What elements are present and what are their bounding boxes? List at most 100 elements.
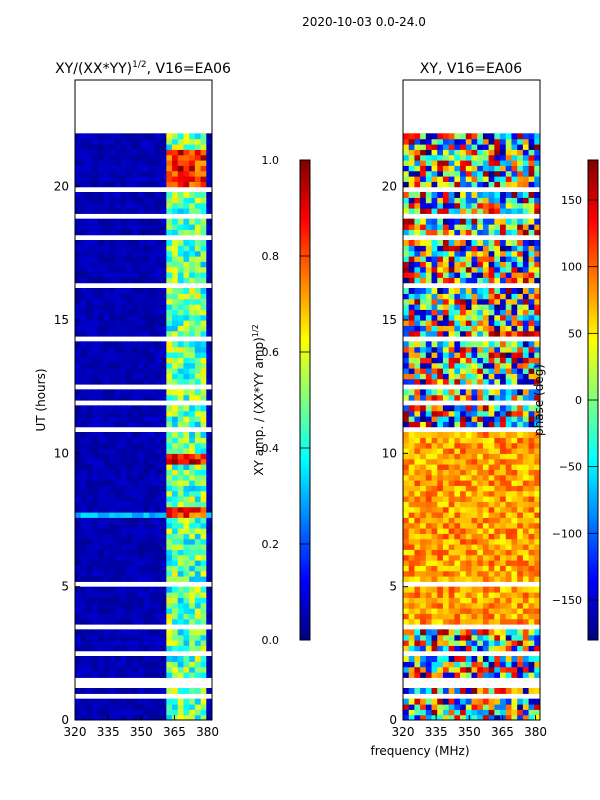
phase-cell: [488, 149, 495, 156]
phase-cell: [522, 592, 530, 598]
amplitude-cell: [80, 629, 88, 636]
amplitude-cell: [114, 464, 122, 470]
phase-cell: [494, 293, 501, 300]
amplitude-cell: [109, 458, 116, 465]
amplitude-cell: [120, 224, 127, 230]
phase-cell: [448, 389, 455, 396]
amplitude-cell: [103, 602, 110, 609]
amplitude-cell: [75, 341, 82, 348]
amplitude-cell: [137, 592, 145, 598]
amplitude-colorbar-tick-label: 0.6: [262, 346, 280, 359]
phase-ytick-label: 5: [389, 580, 397, 594]
amplitude-cell: [172, 698, 179, 705]
amplitude-cell: [103, 656, 110, 662]
phase-cell: [431, 304, 438, 310]
phase-colorbar-tick-label: −100: [552, 527, 582, 540]
amplitude-cell: [75, 512, 82, 518]
phase-cell: [448, 661, 455, 668]
amplitude-cell: [206, 576, 212, 582]
phase-cell: [528, 410, 535, 417]
phase-cell: [500, 576, 507, 582]
phase-cell: [425, 448, 433, 454]
amplitude-cell: [206, 181, 212, 188]
amplitude-cell: [97, 245, 105, 252]
amplitude-cell: [92, 357, 99, 364]
phase-cell: [522, 416, 530, 422]
phase-xtick-label: 335: [425, 725, 448, 739]
amplitude-cell: [166, 176, 173, 182]
amplitude-cell: [80, 149, 88, 156]
phase-cell: [477, 245, 484, 252]
amplitude-cell: [149, 357, 156, 364]
amplitude-cell: [120, 378, 127, 385]
phase-cell: [511, 277, 518, 284]
amplitude-cell: [109, 394, 116, 401]
phase-cell: [437, 330, 444, 337]
phase-cell: [408, 208, 416, 214]
phase-cell: [431, 192, 438, 198]
amplitude-cell: [183, 496, 190, 502]
phase-cell: [420, 565, 427, 572]
phase-cell: [528, 597, 535, 604]
amplitude-cell: [103, 266, 110, 273]
amplitude-cell: [154, 458, 162, 465]
amplitude-cell: [114, 549, 122, 556]
amplitude-cell: [206, 629, 212, 636]
amplitude-cell: [92, 160, 99, 166]
amplitude-cell: [86, 410, 93, 417]
amplitude-cell: [200, 442, 207, 449]
amplitude-cell: [183, 202, 190, 209]
phase-cell: [517, 613, 524, 620]
amplitude-cell: [172, 314, 179, 321]
amplitude-cell: [75, 192, 82, 198]
amplitude-cell: [114, 138, 122, 145]
phase-cell: [414, 576, 421, 582]
phase-cell: [442, 240, 450, 246]
amplitude-cell: [149, 517, 156, 524]
amplitude-cell: [103, 218, 110, 225]
amplitude-cell: [160, 448, 167, 454]
amplitude-cell: [143, 272, 150, 278]
amplitude-cell: [189, 170, 196, 177]
phase-cell: [408, 698, 416, 705]
phase-cell: [437, 496, 444, 502]
amplitude-cell: [166, 458, 173, 465]
amplitude-cell: [189, 565, 196, 572]
amplitude-cell: [137, 586, 145, 593]
phase-cell: [494, 517, 501, 524]
amplitude-cell: [132, 181, 139, 188]
phase-cell: [511, 474, 518, 481]
phase-cell: [488, 346, 495, 353]
amplitude-cell: [160, 138, 167, 145]
amplitude-cell: [194, 202, 202, 209]
phase-cell: [517, 666, 524, 673]
phase-cell: [517, 362, 524, 369]
phase-cell: [477, 314, 484, 321]
phase-cell: [465, 602, 473, 609]
amplitude-cell: [103, 138, 110, 145]
amplitude-cell: [92, 634, 99, 641]
phase-cell: [488, 144, 495, 150]
phase-cell: [442, 304, 450, 310]
amplitude-cell: [75, 549, 82, 556]
phase-cell: [431, 410, 438, 417]
phase-cell: [522, 453, 530, 460]
phase-cell: [482, 517, 490, 524]
phase-cell: [442, 170, 450, 177]
phase-cell: [414, 714, 421, 720]
amplitude-cell: [92, 144, 99, 150]
phase-cell: [448, 437, 455, 444]
amplitude-cell: [92, 245, 99, 252]
amplitude-cell: [109, 389, 116, 396]
phase-xtick-label: 380: [524, 725, 547, 739]
amplitude-cell: [114, 133, 122, 140]
amplitude-cell: [80, 325, 88, 332]
amplitude-cell: [75, 293, 82, 300]
phase-cell: [488, 165, 495, 172]
phase-cell: [431, 485, 438, 492]
phase-cell: [534, 346, 540, 353]
phase-cell: [500, 245, 507, 252]
phase-cell: [414, 288, 421, 294]
amplitude-cell: [189, 378, 196, 385]
